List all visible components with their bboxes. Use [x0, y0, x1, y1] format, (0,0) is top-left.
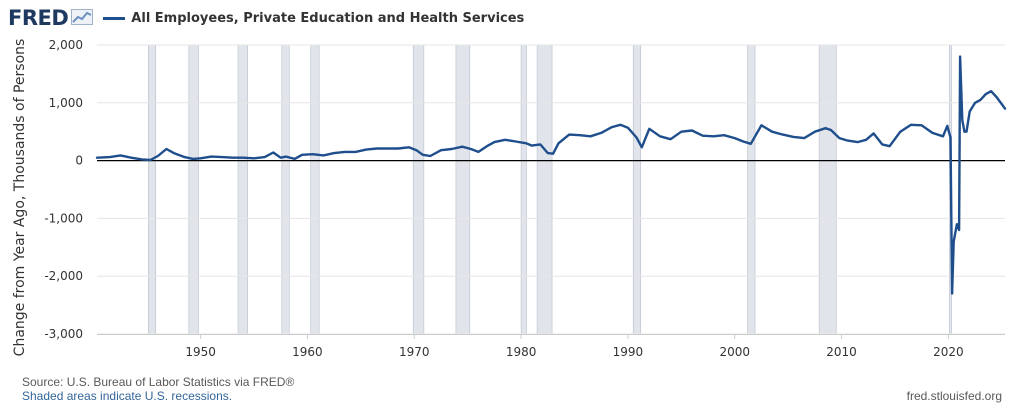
x-tick-label: 2000	[719, 345, 750, 359]
y-tick-label: -1,000	[44, 211, 83, 225]
recession-band	[520, 44, 527, 335]
chart-header: FRED All Employees, Private Education an…	[8, 4, 524, 32]
recession-bands	[147, 44, 952, 335]
recession-note[interactable]: Shaded areas indicate U.S. recessions.	[22, 389, 233, 403]
x-tick-label: 2020	[933, 345, 964, 359]
legend-swatch	[103, 16, 126, 20]
recession-band	[632, 44, 642, 335]
legend-label: All Employees, Private Education and Hea…	[131, 10, 525, 26]
recession-band	[310, 44, 320, 335]
recession-band	[237, 44, 248, 335]
x-tick-label: 2010	[826, 345, 857, 359]
recession-band	[747, 44, 756, 335]
recession-band	[412, 44, 425, 335]
line-chart-icon	[71, 9, 94, 29]
x-tick-label: 1990	[613, 345, 644, 359]
series-line	[95, 55, 1007, 295]
y-tick-label: 1,000	[49, 96, 83, 110]
x-tick-label: 1980	[506, 345, 537, 359]
legend: All Employees, Private Education and Hea…	[103, 11, 524, 26]
source-note: Source: U.S. Bureau of Labor Statistics …	[22, 375, 295, 389]
recession-band	[455, 44, 471, 335]
tick-labels: 2,000 1,000 0 -1,000 -2,000 -3,000 1950 1960 197…	[44, 38, 963, 359]
fred-url[interactable]: fred.stlouisfed.org	[906, 389, 1002, 403]
recession-band	[536, 44, 553, 335]
x-tick-label: 1950	[185, 345, 216, 359]
y-tick-label: 0	[75, 154, 83, 168]
recession-band	[188, 44, 199, 335]
recession-band	[818, 44, 837, 335]
y-tick-label: -3,000	[44, 327, 83, 341]
recession-band	[147, 44, 157, 335]
axes	[97, 160, 1005, 335]
recession-band	[281, 44, 290, 335]
x-tick-label: 1970	[399, 345, 430, 359]
fred-logo[interactable]: FRED	[8, 6, 69, 30]
y-tick-label: 2,000	[49, 38, 83, 52]
y-tick-label: -2,000	[44, 269, 83, 283]
y-axis-title: Change from Year Ago, Thousands of Perso…	[12, 39, 28, 357]
x-tick-label: 1960	[292, 345, 323, 359]
series-layer	[95, 55, 1007, 295]
